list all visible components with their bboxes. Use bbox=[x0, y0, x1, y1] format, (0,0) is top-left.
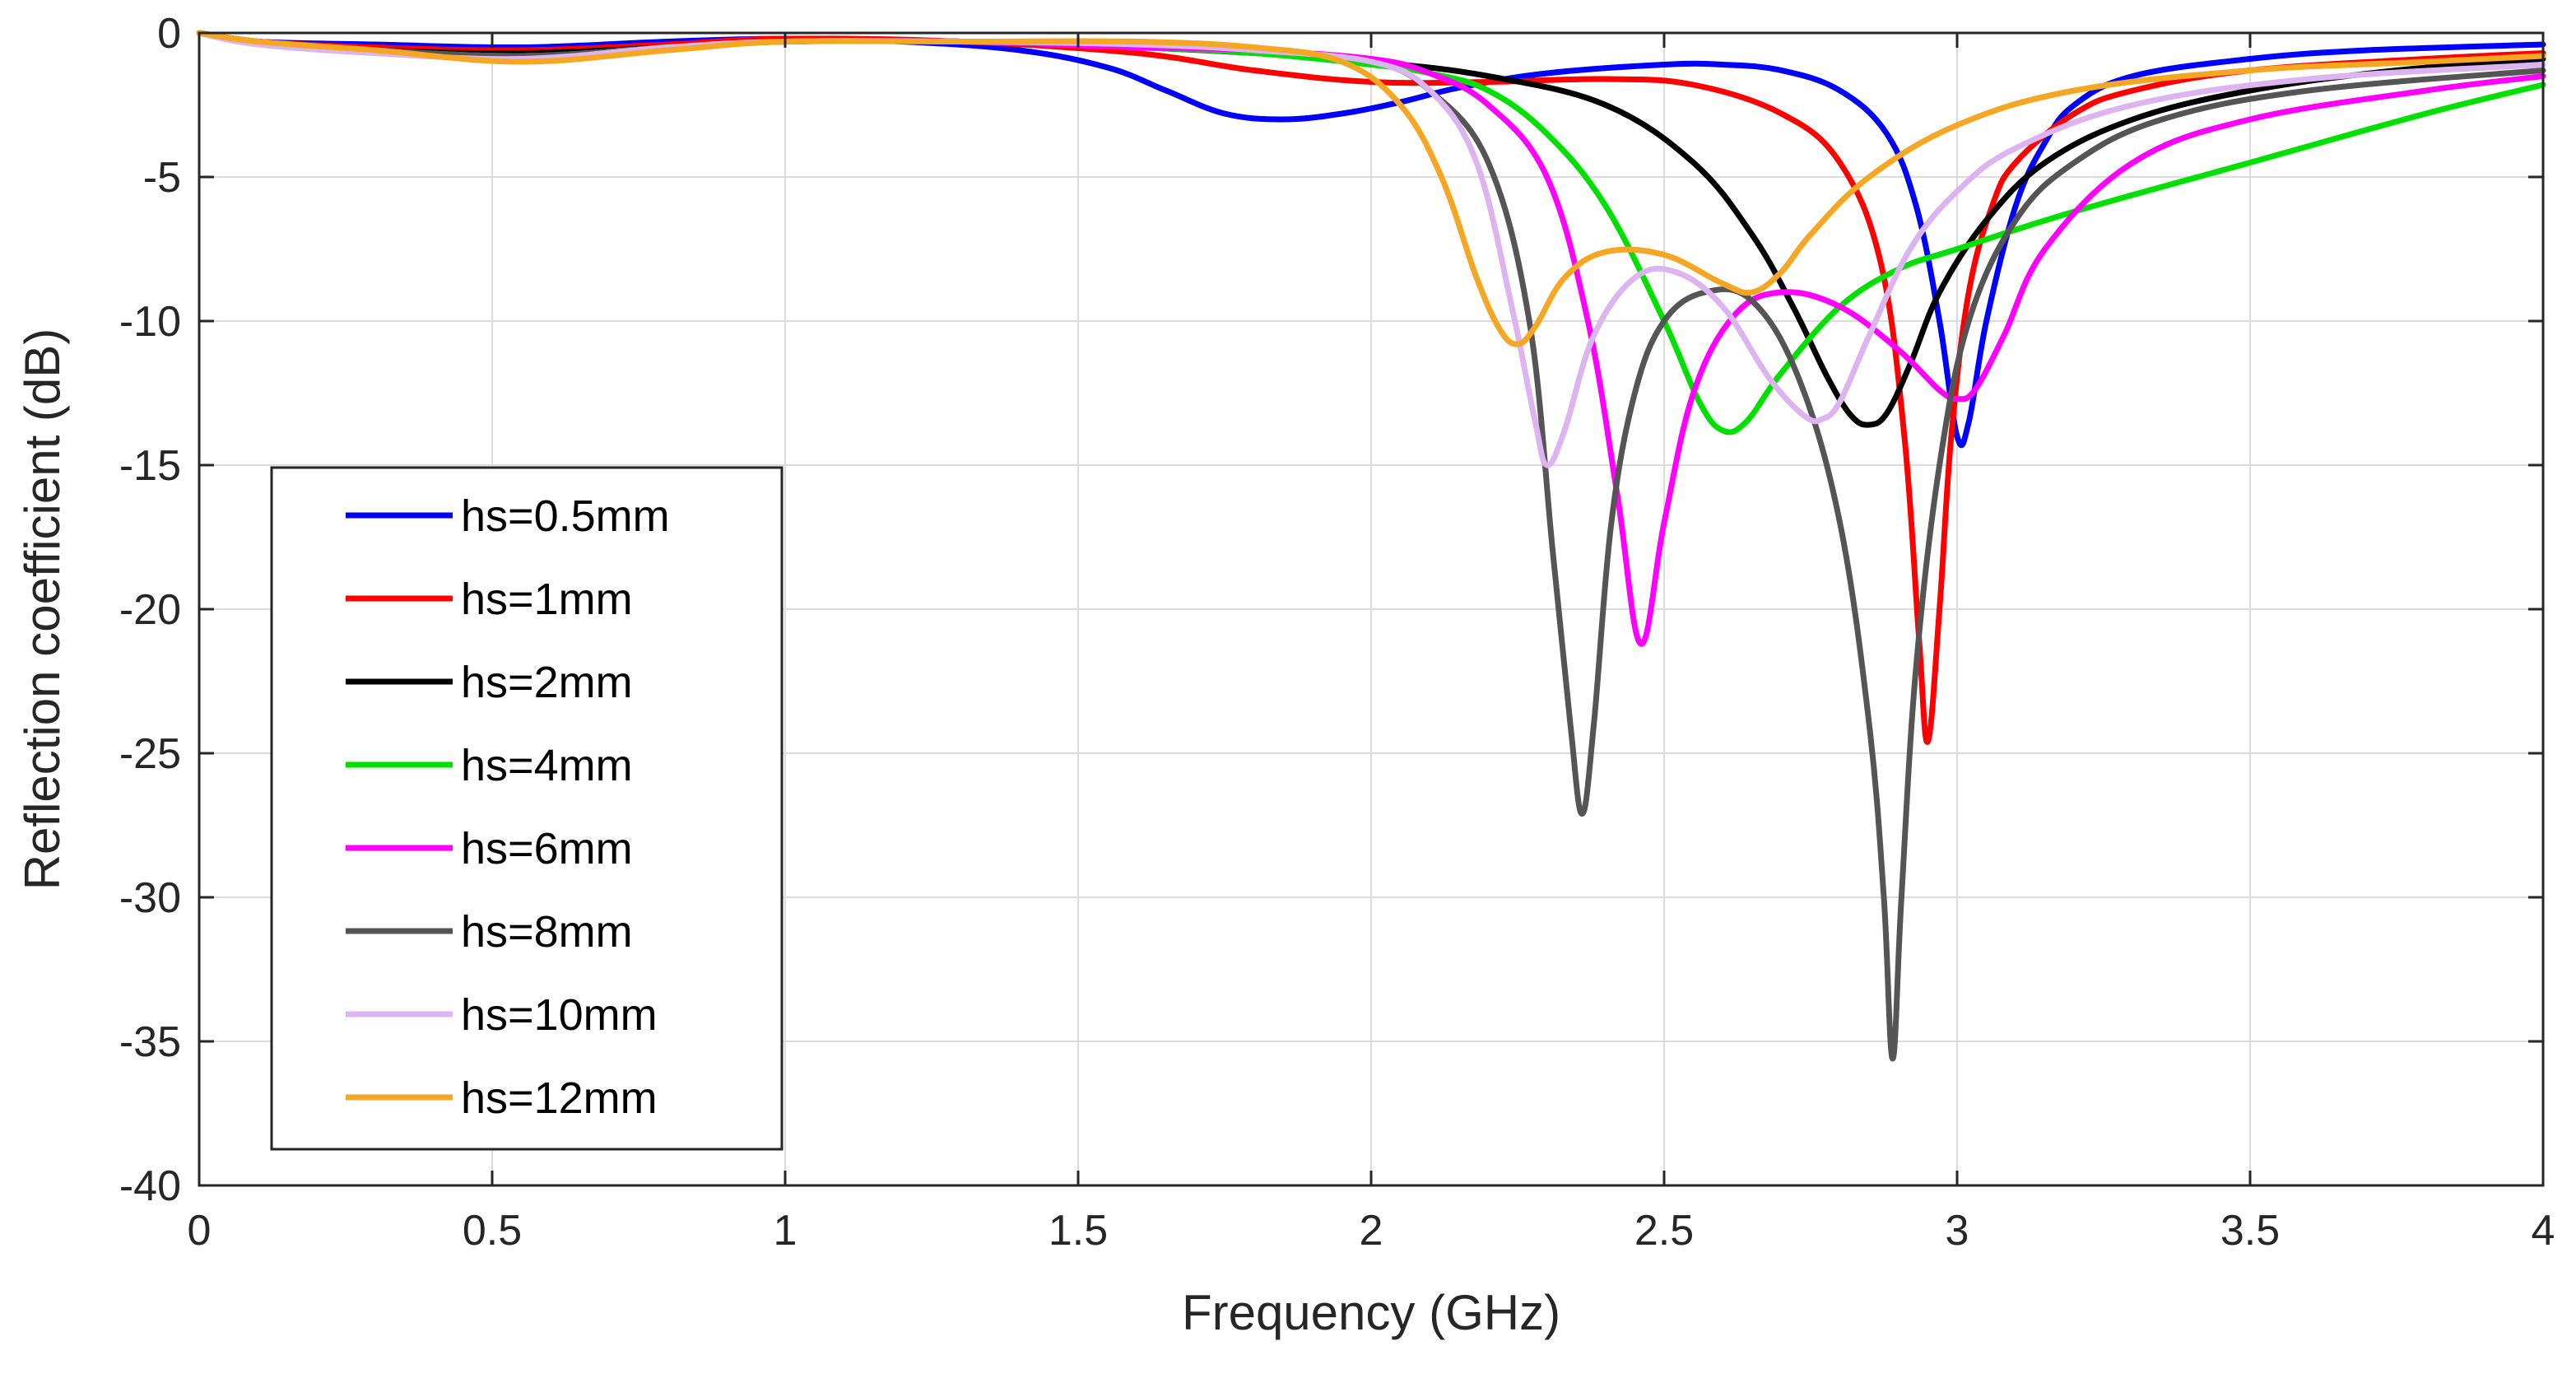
x-tick-label: 4 bbox=[2532, 1207, 2555, 1255]
x-tick-label: 2 bbox=[1360, 1207, 1383, 1255]
y-tick-label: -5 bbox=[143, 154, 181, 202]
series-lines bbox=[196, 30, 2546, 1062]
x-tick-label: 3.5 bbox=[2220, 1207, 2280, 1255]
x-tick-label: 1 bbox=[774, 1207, 797, 1255]
x-tick-label: 1.5 bbox=[1049, 1207, 1108, 1255]
y-tick-label: 0 bbox=[157, 10, 181, 58]
legend-label-hs-0-5mm: hs=0.5mm bbox=[461, 491, 670, 541]
legend-label-hs-6mm: hs=6mm bbox=[461, 824, 633, 873]
legend-label-hs-1mm: hs=1mm bbox=[461, 575, 633, 624]
x-tick-label: 0 bbox=[188, 1207, 212, 1255]
y-tick-label: -30 bbox=[119, 874, 181, 922]
x-tick-label: 2.5 bbox=[1634, 1207, 1694, 1255]
y-tick-label: -40 bbox=[119, 1162, 181, 1210]
legend-label-hs-2mm: hs=2mm bbox=[461, 658, 633, 707]
series-line-hs-1mm bbox=[196, 30, 2546, 745]
legend-label-hs-8mm: hs=8mm bbox=[461, 907, 633, 957]
x-tick-label: 3 bbox=[1946, 1207, 1969, 1255]
x-tick-label: 0.5 bbox=[463, 1207, 522, 1255]
y-tick-label: -35 bbox=[119, 1018, 181, 1066]
legend: hs=0.5mm hs=1mm hs=2mm hs=4mm hs=6mm hs=8mm hs… bbox=[270, 466, 783, 1151]
y-axis-ticks: 0 -5 -10 -15 -20 -25 -30 -35 -40 bbox=[119, 10, 2543, 1210]
x-axis-title: Frequency (GHz) bbox=[1182, 1285, 1560, 1340]
y-tick-label: -10 bbox=[119, 298, 181, 346]
y-tick-label: -15 bbox=[119, 442, 181, 490]
y-tick-label: -20 bbox=[119, 586, 181, 634]
y-axis-title: Reflection coefficient (dB) bbox=[15, 328, 70, 891]
legend-label-hs-12mm: hs=12mm bbox=[461, 1073, 658, 1123]
y-tick-label: -25 bbox=[119, 730, 181, 778]
legend-box bbox=[270, 466, 783, 1151]
x-axis-ticks: 0 0.5 1 1.5 2 2.5 3 3.5 4 bbox=[188, 33, 2555, 1255]
legend-label-hs-4mm: hs=4mm bbox=[461, 741, 633, 790]
series-line-hs-12mm bbox=[196, 30, 2546, 347]
legend-label-hs-10mm: hs=10mm bbox=[461, 990, 658, 1040]
